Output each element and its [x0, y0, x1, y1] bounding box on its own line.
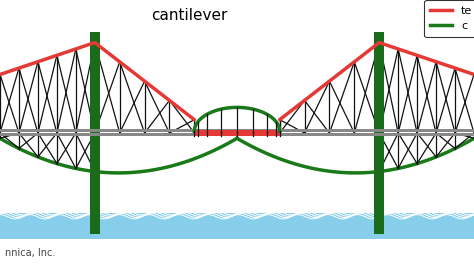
Bar [0, 133, 474, 136]
Bar [0, 129, 474, 132]
Bar [90, 32, 100, 234]
Bar [374, 32, 384, 234]
Legend: te, c: te, c [424, 0, 474, 37]
Bar [374, 32, 384, 234]
Text: nnica, Inc.: nnica, Inc. [5, 248, 55, 258]
Bar [194, 130, 280, 136]
Bar [0, 133, 474, 136]
Bar [0, 213, 474, 239]
Text: cantilever: cantilever [151, 8, 228, 23]
Bar [0, 129, 474, 132]
Bar [90, 32, 100, 234]
